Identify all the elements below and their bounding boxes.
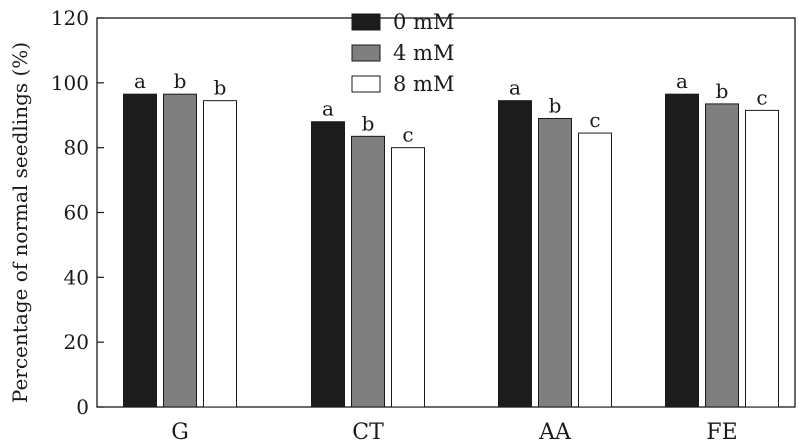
legend-label: 0 mM bbox=[393, 10, 454, 34]
legend-swatch bbox=[351, 13, 381, 31]
significance-letter: c bbox=[589, 108, 600, 132]
y-tick-label: 0 bbox=[76, 395, 89, 419]
significance-letter: c bbox=[402, 123, 413, 147]
bar-4-mm bbox=[351, 135, 385, 408]
significance-letter: c bbox=[756, 85, 767, 109]
y-axis-title: Percentage of normal seedlings (%) bbox=[8, 42, 32, 403]
y-tick-label: 40 bbox=[64, 265, 89, 289]
x-tick-label: CT bbox=[352, 420, 384, 445]
y-tick-label: 20 bbox=[64, 330, 89, 354]
bar-8-mm bbox=[391, 147, 425, 408]
x-tick-label: FE bbox=[706, 420, 737, 445]
significance-letter: a bbox=[676, 69, 688, 93]
bar-8-mm bbox=[745, 109, 779, 408]
bar-0-mm bbox=[665, 93, 699, 408]
y-tick-label: 80 bbox=[64, 136, 89, 160]
x-tick-label: G bbox=[171, 420, 189, 445]
plot-area: 0 20 40 60 80 100 120 Percentage of normal seed… bbox=[8, 6, 796, 445]
bar-0-mm bbox=[123, 93, 157, 408]
legend-label: 4 mM bbox=[393, 41, 454, 65]
significance-letter: b bbox=[214, 76, 227, 100]
bar-4-mm bbox=[163, 93, 197, 408]
bar-0-mm bbox=[311, 121, 345, 408]
significance-letter: a bbox=[509, 76, 521, 100]
legend-label: 8 mM bbox=[393, 72, 454, 96]
bar-0-mm bbox=[498, 100, 532, 408]
significance-letter: b bbox=[716, 79, 729, 103]
bar-8-mm bbox=[203, 100, 237, 408]
legend-swatch bbox=[351, 75, 381, 93]
legend-swatch bbox=[351, 44, 381, 62]
bar-8-mm bbox=[578, 132, 612, 408]
significance-letter: b bbox=[174, 69, 187, 93]
significance-letter: a bbox=[322, 97, 334, 121]
significance-letter: a bbox=[134, 69, 146, 93]
bar-4-mm bbox=[705, 103, 739, 408]
y-tick-label: 60 bbox=[64, 201, 89, 225]
y-tick-label: 120 bbox=[51, 6, 89, 30]
y-tick-label: 100 bbox=[51, 71, 89, 95]
x-tick-label: AA bbox=[538, 420, 572, 445]
significance-letter: b bbox=[549, 93, 562, 117]
significance-letter: b bbox=[362, 111, 375, 135]
bar-4-mm bbox=[538, 117, 572, 408]
